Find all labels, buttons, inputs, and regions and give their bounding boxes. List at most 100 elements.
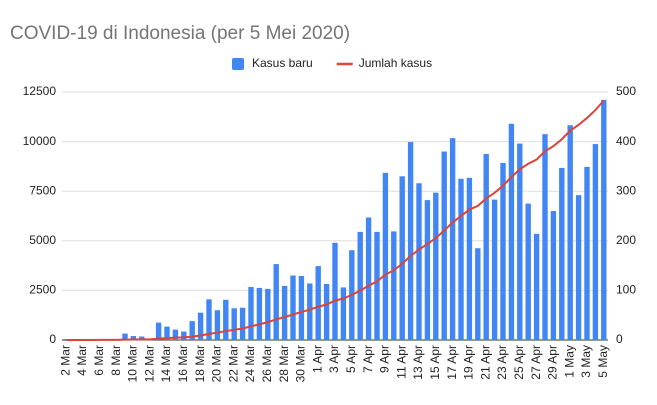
- bar: [239, 307, 246, 340]
- bar: [391, 231, 397, 340]
- bar: [424, 200, 431, 340]
- legend-label: Kasus baru: [252, 56, 313, 70]
- x-tick-label: 17 Apr: [445, 345, 459, 380]
- x-tick-label: 16 Mar: [176, 345, 190, 382]
- x-tick-label: 1 May: [562, 345, 576, 378]
- legend-swatch: [232, 58, 244, 70]
- bar: [525, 203, 531, 340]
- bar: [542, 134, 548, 340]
- bar: [601, 99, 607, 340]
- bar: [592, 144, 599, 340]
- bar: [290, 275, 296, 340]
- x-tick-label: 30 Mar: [294, 345, 308, 382]
- bar: [567, 125, 573, 341]
- x-tick-label: 2 Mar: [58, 345, 72, 376]
- x-tick-label: 22 Mar: [226, 345, 240, 382]
- bar: [517, 143, 523, 340]
- x-tick-label: 5 Apr: [344, 345, 358, 373]
- chart-title: COVID-19 di Indonesia (per 5 Mei 2020): [10, 23, 350, 44]
- x-tick-label: 29 Apr: [546, 345, 560, 380]
- y-tick-label: 5000: [29, 233, 56, 247]
- bar: [130, 336, 137, 340]
- bar: [483, 154, 489, 340]
- bar: [533, 233, 540, 340]
- bar: [122, 333, 128, 340]
- x-tick-label: 18 Mar: [193, 345, 207, 382]
- bar: [365, 217, 372, 340]
- bar: [139, 336, 145, 340]
- bar: [223, 299, 229, 340]
- x-tick-label: 9 Apr: [378, 345, 392, 373]
- y-tick-label: 0: [49, 332, 56, 346]
- bar: [441, 151, 447, 340]
- x-tick-label: 8 Mar: [109, 345, 123, 376]
- bar: [466, 177, 473, 340]
- y-tick-label: 12500: [23, 84, 57, 98]
- bar: [550, 211, 557, 340]
- bar: [332, 242, 338, 340]
- bar: [206, 299, 212, 340]
- x-tick-label: 20 Mar: [210, 345, 224, 382]
- y2-tick-label: 300: [616, 183, 636, 197]
- bar: [500, 162, 506, 340]
- bar: [559, 167, 565, 340]
- y-tick-label: 10000: [23, 134, 57, 148]
- x-tick-label: 19 Apr: [462, 345, 476, 380]
- x-tick-label: 13 Apr: [411, 345, 425, 380]
- y-tick-label: 7500: [29, 183, 56, 197]
- bar: [164, 326, 170, 340]
- bar: [231, 308, 237, 340]
- x-tick-label: 26 Mar: [260, 345, 274, 382]
- bar: [584, 166, 590, 340]
- x-tick-label: 10 Mar: [126, 345, 140, 382]
- bar: [307, 283, 313, 340]
- bar: [181, 331, 187, 340]
- bar: [189, 321, 195, 340]
- bar: [416, 183, 422, 340]
- bar: [281, 285, 288, 340]
- x-tick-label: 4 Mar: [75, 345, 89, 376]
- y2-tick-label: 200: [616, 233, 636, 247]
- x-tick-label: 12 Mar: [142, 345, 156, 382]
- bar: [374, 231, 380, 340]
- x-tick-label: 21 Apr: [478, 345, 492, 380]
- bar: [407, 142, 414, 340]
- x-tick-label: 3 May: [579, 345, 593, 378]
- y2-tick-label: 500: [616, 84, 636, 98]
- y2-tick-label: 0: [616, 332, 623, 346]
- bar: [298, 276, 305, 340]
- bar: [197, 312, 204, 340]
- bar: [475, 248, 481, 340]
- x-tick-label: 23 Apr: [495, 345, 509, 380]
- x-tick-label: 11 Apr: [394, 345, 408, 379]
- bar: [256, 287, 263, 340]
- x-tick-label: 15 Apr: [428, 345, 442, 380]
- bar: [265, 288, 271, 340]
- x-tick-label: 14 Mar: [159, 345, 173, 382]
- x-tick-label: 24 Mar: [243, 345, 257, 382]
- legend-label: Jumlah kasus: [359, 56, 432, 70]
- x-tick-label: 3 Apr: [327, 345, 341, 373]
- line: [66, 99, 605, 341]
- x-tick-label: 6 Mar: [92, 345, 106, 376]
- x-tick-label: 28 Mar: [277, 345, 291, 382]
- x-tick-label: 25 Apr: [512, 345, 526, 380]
- bar: [449, 138, 456, 340]
- bar: [508, 123, 515, 340]
- bar: [155, 322, 162, 340]
- y2-tick-label: 400: [616, 134, 636, 148]
- bar: [357, 231, 363, 340]
- bar: [315, 266, 321, 340]
- bar: [273, 264, 279, 340]
- x-tick-label: 1 Apr: [310, 345, 324, 373]
- bar: [382, 172, 389, 340]
- x-tick-label: 5 May: [596, 345, 610, 378]
- bar: [458, 178, 464, 340]
- x-tick-label: 27 Apr: [529, 345, 543, 380]
- bar: [172, 329, 179, 340]
- bar: [248, 286, 254, 340]
- bar: [214, 310, 221, 340]
- bar: [399, 176, 405, 340]
